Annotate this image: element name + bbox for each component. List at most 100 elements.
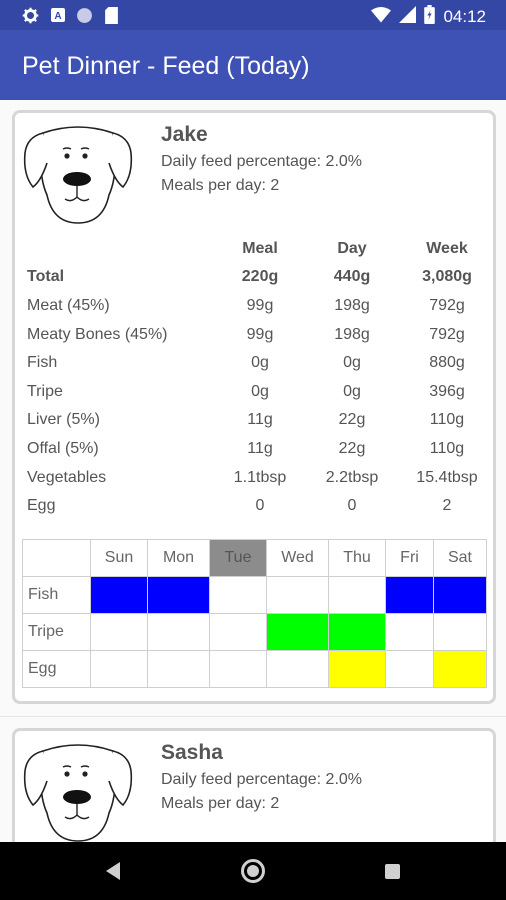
status-icons-right: 04:12 xyxy=(371,5,486,29)
a-icon: A xyxy=(49,7,66,24)
schedule-cell-fish-tue[interactable] xyxy=(209,576,267,614)
schedule-corner-cell xyxy=(22,539,91,577)
row-label: Tripe xyxy=(27,383,63,400)
meal-value: 0g xyxy=(251,354,269,371)
schedule-cell-fish-mon[interactable] xyxy=(147,576,210,614)
schedule-cell-tripe-mon[interactable] xyxy=(147,613,210,651)
status-bar: A 04:12 xyxy=(0,0,506,30)
schedule-row-label: Fish xyxy=(22,576,91,614)
schedule-cell-tripe-sun[interactable] xyxy=(90,613,148,651)
feed-table-header: Meal Day Week xyxy=(27,235,487,263)
meals-per-day: Meals per day: 2 xyxy=(161,177,280,194)
meals-per-day: Meals per day: 2 xyxy=(161,795,280,812)
feed-row-vegetables: Vegetables 1.1tbsp 2.2tbsp 15.4tbsp xyxy=(27,464,487,492)
schedule-cell-egg-tue[interactable] xyxy=(209,650,267,688)
week-value: 792g xyxy=(429,326,465,343)
schedule-row-egg: Egg xyxy=(22,650,487,688)
feed-row-offal: Offal (5%) 11g 22g 110g xyxy=(27,435,487,463)
row-label: Meaty Bones (45%) xyxy=(27,326,168,343)
weekly-schedule-grid: Sun Mon Tue Wed Thu Fri Sat Fish Tripe xyxy=(22,539,487,688)
schedule-row-tripe: Tripe xyxy=(22,613,487,651)
row-label: Fish xyxy=(27,354,58,371)
day-value: 0g xyxy=(343,354,361,371)
recents-icon[interactable] xyxy=(385,864,400,879)
card-divider xyxy=(0,716,506,717)
meal-value: 1.1tbsp xyxy=(233,469,287,486)
daily-feed-percentage: Daily feed percentage: 2.0% xyxy=(161,771,363,788)
feed-list[interactable]: Jake Daily feed percentage: 2.0% Meals p… xyxy=(0,100,506,842)
wifi-icon xyxy=(371,6,392,28)
schedule-row-label: Egg xyxy=(22,650,91,688)
day-header-tue-today: Tue xyxy=(209,539,267,577)
week-value: 396g xyxy=(429,383,465,400)
schedule-cell-egg-wed[interactable] xyxy=(266,650,329,688)
schedule-cell-egg-sun[interactable] xyxy=(90,650,148,688)
schedule-row-fish: Fish xyxy=(22,576,487,614)
daily-feed-percentage: Daily feed percentage: 2.0% xyxy=(161,153,363,170)
meal-value: 0 xyxy=(255,497,265,514)
home-icon[interactable] xyxy=(241,859,265,883)
navigation-bar xyxy=(0,842,506,900)
column-header-meal: Meal xyxy=(242,240,278,257)
schedule-cell-tripe-tue[interactable] xyxy=(209,613,267,651)
schedule-cell-egg-thu[interactable] xyxy=(328,650,386,688)
feed-row-tripe: Tripe 0g 0g 396g xyxy=(27,378,487,406)
feed-row-meat: Meat (45%) 99g 198g 792g xyxy=(27,292,487,320)
week-value: 110g xyxy=(429,440,465,457)
day-header-sun: Sun xyxy=(90,539,148,577)
svg-text:A: A xyxy=(54,11,61,22)
day-header-wed: Wed xyxy=(266,539,329,577)
status-time: 04:12 xyxy=(443,7,486,26)
schedule-cell-tripe-wed[interactable] xyxy=(266,613,329,651)
schedule-cell-egg-sat[interactable] xyxy=(433,650,487,688)
meal-value: 0g xyxy=(251,383,269,400)
back-icon[interactable] xyxy=(106,862,120,880)
app-bar: Pet Dinner - Feed (Today) xyxy=(0,30,506,100)
pet-card-sasha[interactable]: Sasha Daily feed percentage: 2.0% Meals … xyxy=(12,728,496,842)
day-value: 22g xyxy=(338,440,366,457)
feed-row-liver: Liver (5%) 11g 22g 110g xyxy=(27,406,487,434)
schedule-cell-egg-mon[interactable] xyxy=(147,650,210,688)
schedule-cell-fish-wed[interactable] xyxy=(266,576,329,614)
dog-avatar-icon xyxy=(23,126,133,224)
signal-icon xyxy=(399,6,417,28)
day-value: 198g xyxy=(334,297,370,314)
circle-icon xyxy=(76,7,93,24)
feed-row-egg: Egg 0 0 2 xyxy=(27,492,487,520)
column-header-week: Week xyxy=(426,240,468,257)
battery-icon xyxy=(424,5,436,29)
day-header-sat: Sat xyxy=(433,539,487,577)
meal-value: 99g xyxy=(246,297,274,314)
column-header-day: Day xyxy=(337,240,367,257)
day-value: 2.2tbsp xyxy=(325,469,379,486)
day-value: 0g xyxy=(343,383,361,400)
schedule-cell-tripe-fri[interactable] xyxy=(385,613,434,651)
schedule-cell-fish-sun[interactable] xyxy=(90,576,148,614)
feed-row-fish: Fish 0g 0g 880g xyxy=(27,349,487,377)
day-header-mon: Mon xyxy=(147,539,210,577)
dog-avatar-icon xyxy=(23,744,133,842)
week-value: 3,080g xyxy=(422,268,472,285)
schedule-cell-fish-thu[interactable] xyxy=(328,576,386,614)
status-icons-left: A xyxy=(22,7,120,24)
day-value: 0 xyxy=(347,497,357,514)
meal-value: 220g xyxy=(241,268,279,285)
row-label: Offal (5%) xyxy=(27,440,99,457)
schedule-cell-tripe-sat[interactable] xyxy=(433,613,487,651)
row-label: Meat (45%) xyxy=(27,297,110,314)
schedule-cell-egg-fri[interactable] xyxy=(385,650,434,688)
week-value: 2 xyxy=(442,497,452,514)
pet-name: Jake xyxy=(161,123,208,146)
row-label: Total xyxy=(27,268,65,285)
day-header-fri: Fri xyxy=(385,539,434,577)
schedule-cell-fish-fri[interactable] xyxy=(385,576,434,614)
meal-value: 11g xyxy=(247,440,273,457)
day-value: 22g xyxy=(338,411,366,428)
week-value: 880g xyxy=(429,354,465,371)
week-value: 15.4tbsp xyxy=(416,469,478,486)
schedule-cell-fish-sat[interactable] xyxy=(433,576,487,614)
schedule-cell-tripe-thu[interactable] xyxy=(328,613,386,651)
schedule-header-row: Sun Mon Tue Wed Thu Fri Sat xyxy=(22,539,487,577)
feed-row-total: Total 220g 440g 3,080g xyxy=(27,263,487,291)
pet-card-jake[interactable]: Jake Daily feed percentage: 2.0% Meals p… xyxy=(12,110,496,704)
